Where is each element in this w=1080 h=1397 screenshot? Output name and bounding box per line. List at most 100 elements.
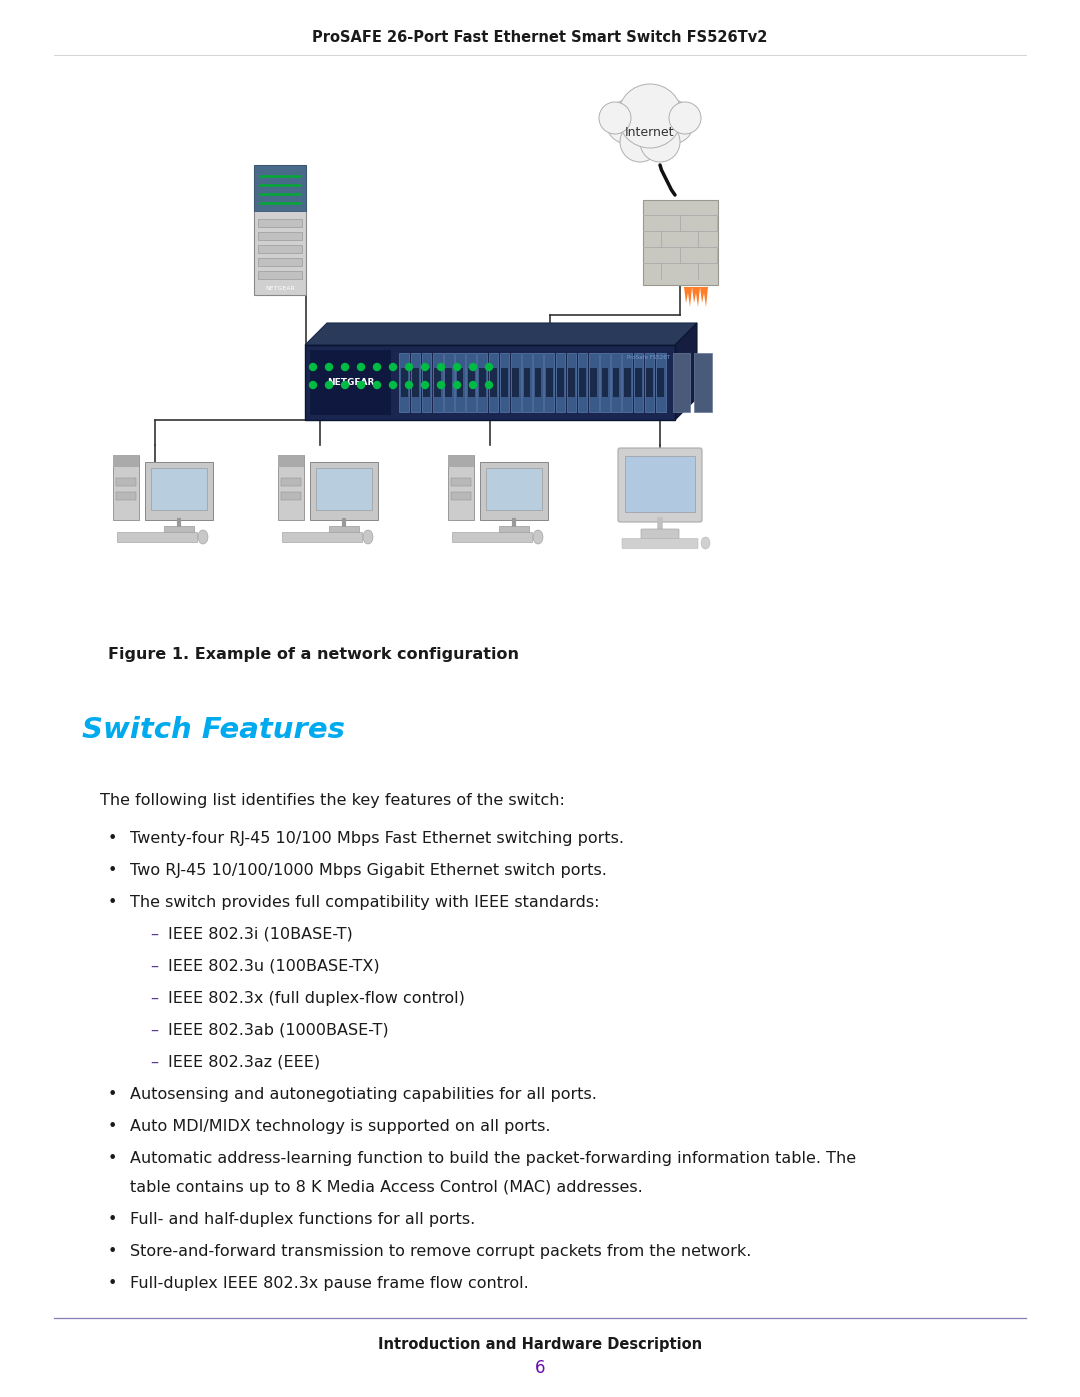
- Circle shape: [599, 102, 631, 134]
- Text: Introduction and Hardware Description: Introduction and Hardware Description: [378, 1337, 702, 1351]
- FancyBboxPatch shape: [258, 232, 302, 239]
- FancyBboxPatch shape: [451, 492, 471, 500]
- Text: Twenty-four RJ-45 10/100 Mbps Fast Ethernet switching ports.: Twenty-four RJ-45 10/100 Mbps Fast Ether…: [130, 831, 624, 847]
- Circle shape: [405, 363, 413, 370]
- FancyBboxPatch shape: [568, 367, 575, 397]
- Ellipse shape: [363, 529, 373, 543]
- FancyBboxPatch shape: [589, 353, 598, 412]
- Text: •: •: [108, 1211, 118, 1227]
- Text: –: –: [150, 1055, 158, 1070]
- Circle shape: [640, 122, 680, 162]
- Text: IEEE 802.3u (100BASE-TX): IEEE 802.3u (100BASE-TX): [168, 958, 380, 974]
- Circle shape: [618, 84, 681, 148]
- Circle shape: [669, 102, 701, 134]
- FancyBboxPatch shape: [490, 367, 497, 397]
- Text: 6: 6: [535, 1359, 545, 1377]
- Text: The switch provides full compatibility with IEEE standards:: The switch provides full compatibility w…: [130, 895, 599, 909]
- FancyBboxPatch shape: [468, 367, 474, 397]
- FancyBboxPatch shape: [634, 353, 644, 412]
- FancyBboxPatch shape: [467, 353, 476, 412]
- Text: •: •: [108, 1151, 118, 1166]
- FancyBboxPatch shape: [512, 367, 519, 397]
- Polygon shape: [700, 286, 708, 307]
- Text: ProSAFE 26-Port Fast Ethernet Smart Switch FS526Tv2: ProSAFE 26-Port Fast Ethernet Smart Swit…: [312, 31, 768, 46]
- FancyBboxPatch shape: [673, 353, 690, 412]
- Text: Two RJ-45 10/100/1000 Mbps Gigabit Ethernet switch ports.: Two RJ-45 10/100/1000 Mbps Gigabit Ether…: [130, 863, 607, 877]
- Text: IEEE 802.3x (full duplex-flow control): IEEE 802.3x (full duplex-flow control): [168, 990, 464, 1006]
- FancyBboxPatch shape: [258, 218, 302, 226]
- Circle shape: [454, 363, 460, 370]
- Text: Full-duplex IEEE 802.3x pause frame flow control.: Full-duplex IEEE 802.3x pause frame flow…: [130, 1275, 529, 1291]
- Text: •: •: [108, 1243, 118, 1259]
- Circle shape: [454, 381, 460, 388]
- FancyBboxPatch shape: [445, 367, 453, 397]
- Polygon shape: [684, 286, 692, 307]
- FancyBboxPatch shape: [164, 527, 194, 534]
- Circle shape: [437, 363, 445, 370]
- FancyBboxPatch shape: [477, 353, 487, 412]
- Circle shape: [325, 363, 333, 370]
- FancyBboxPatch shape: [423, 367, 430, 397]
- Text: Store-and-forward transmission to remove corrupt packets from the network.: Store-and-forward transmission to remove…: [130, 1243, 752, 1259]
- FancyBboxPatch shape: [455, 353, 464, 412]
- FancyBboxPatch shape: [281, 478, 301, 486]
- FancyBboxPatch shape: [278, 455, 303, 520]
- FancyBboxPatch shape: [410, 353, 420, 412]
- FancyBboxPatch shape: [113, 455, 139, 467]
- Text: NETGEAR: NETGEAR: [327, 379, 375, 387]
- FancyBboxPatch shape: [524, 367, 530, 397]
- Ellipse shape: [701, 536, 710, 549]
- Circle shape: [486, 381, 492, 388]
- FancyBboxPatch shape: [612, 367, 620, 397]
- FancyBboxPatch shape: [278, 455, 303, 467]
- Circle shape: [470, 363, 476, 370]
- FancyBboxPatch shape: [567, 353, 577, 412]
- Text: IEEE 802.3ab (1000BASE-T): IEEE 802.3ab (1000BASE-T): [168, 1023, 389, 1038]
- FancyBboxPatch shape: [611, 353, 621, 412]
- FancyBboxPatch shape: [635, 367, 642, 397]
- FancyBboxPatch shape: [401, 367, 407, 397]
- FancyBboxPatch shape: [434, 367, 441, 397]
- FancyBboxPatch shape: [501, 367, 508, 397]
- FancyBboxPatch shape: [258, 271, 302, 278]
- FancyBboxPatch shape: [622, 353, 632, 412]
- FancyBboxPatch shape: [618, 448, 702, 522]
- Text: –: –: [150, 926, 158, 942]
- Text: –: –: [150, 990, 158, 1006]
- FancyBboxPatch shape: [453, 532, 532, 542]
- Text: –: –: [150, 1023, 158, 1038]
- FancyBboxPatch shape: [281, 492, 301, 500]
- FancyBboxPatch shape: [316, 468, 372, 510]
- FancyBboxPatch shape: [117, 532, 197, 542]
- Text: ProSafe FS526T: ProSafe FS526T: [627, 355, 670, 360]
- FancyBboxPatch shape: [433, 353, 443, 412]
- FancyBboxPatch shape: [500, 353, 510, 412]
- FancyBboxPatch shape: [643, 200, 718, 285]
- FancyBboxPatch shape: [658, 367, 664, 397]
- FancyBboxPatch shape: [116, 492, 136, 500]
- FancyBboxPatch shape: [522, 353, 531, 412]
- Polygon shape: [675, 323, 697, 420]
- FancyBboxPatch shape: [600, 353, 610, 412]
- FancyBboxPatch shape: [451, 478, 471, 486]
- Circle shape: [341, 363, 349, 370]
- FancyBboxPatch shape: [624, 367, 631, 397]
- FancyBboxPatch shape: [499, 527, 529, 534]
- FancyBboxPatch shape: [329, 527, 359, 534]
- Text: table contains up to 8 K Media Access Control (MAC) addresses.: table contains up to 8 K Media Access Co…: [130, 1179, 643, 1194]
- Text: NETGEAR: NETGEAR: [265, 286, 295, 292]
- Circle shape: [650, 101, 694, 144]
- Text: Switch Features: Switch Features: [82, 717, 345, 745]
- FancyBboxPatch shape: [534, 353, 543, 412]
- Text: Automatic address-learning function to build the packet-forwarding information t: Automatic address-learning function to b…: [130, 1151, 856, 1166]
- Circle shape: [486, 363, 492, 370]
- Text: •: •: [108, 863, 118, 877]
- FancyBboxPatch shape: [602, 367, 608, 397]
- FancyBboxPatch shape: [151, 468, 207, 510]
- Text: –: –: [150, 958, 158, 974]
- FancyBboxPatch shape: [448, 455, 474, 467]
- FancyBboxPatch shape: [625, 455, 696, 511]
- Circle shape: [421, 381, 429, 388]
- FancyBboxPatch shape: [478, 367, 486, 397]
- FancyBboxPatch shape: [645, 353, 654, 412]
